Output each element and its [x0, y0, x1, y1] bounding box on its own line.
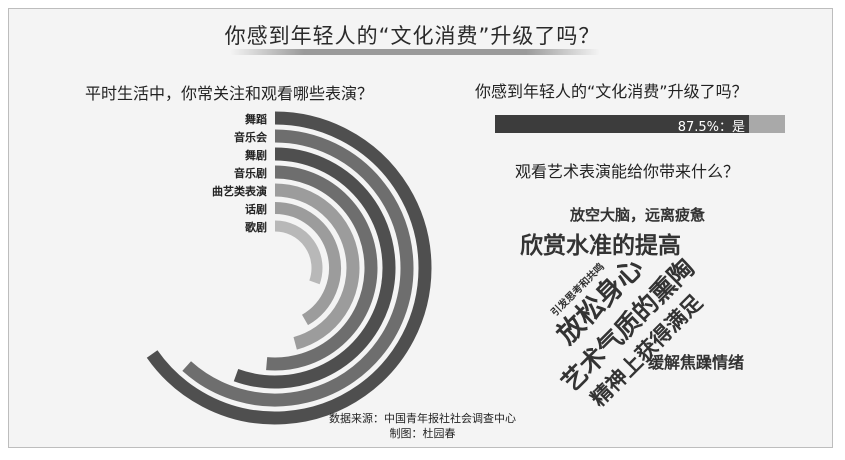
- radial-label-5: 曲艺类表演: [212, 185, 267, 198]
- right-question: 你感到年轻人的“文化消费”升级了吗？: [475, 82, 748, 101]
- right-question-2: 观看艺术表演能给你带来什么？: [515, 162, 740, 181]
- title-underline: [230, 49, 600, 55]
- radial-arc-5: [274, 183, 360, 350]
- radial-arc-7: [274, 220, 323, 285]
- radial-label-4: 音乐剧: [234, 167, 267, 180]
- radial-label-6: 话剧: [245, 203, 267, 216]
- word-anxiety: 缓解焦躁情绪: [648, 353, 745, 372]
- word-relax-brain: 放空大脑，远离疲惫: [570, 206, 706, 224]
- radial-arc-4: [266, 165, 378, 371]
- radial-arc-6: [274, 202, 341, 326]
- bar-label: 87.5%：是: [677, 120, 745, 135]
- chart-credit: 制图：杜园春: [389, 427, 456, 440]
- radial-arc-3: [233, 147, 396, 389]
- bar-track: 87.5%：是: [495, 115, 785, 135]
- radial-arc-1: [146, 111, 432, 425]
- word-appreciation: 欣赏水准的提高: [520, 233, 681, 259]
- radial-arc-2: [182, 129, 414, 407]
- left-question: 平时生活中，你常关注和观看哪些表演？: [85, 84, 374, 103]
- radial-label-3: 舞剧: [245, 149, 267, 162]
- page-title: 你感到年轻人的“文化消费”升级了吗？: [224, 24, 601, 48]
- radial-label-7: 歌剧: [245, 221, 267, 234]
- radial-label-2: 音乐会: [234, 131, 267, 144]
- bar-fill: [495, 115, 749, 133]
- data-source: 数据来源：中国青年报社社会调查中心: [329, 412, 516, 425]
- radial-label-1: 舞蹈: [245, 113, 267, 126]
